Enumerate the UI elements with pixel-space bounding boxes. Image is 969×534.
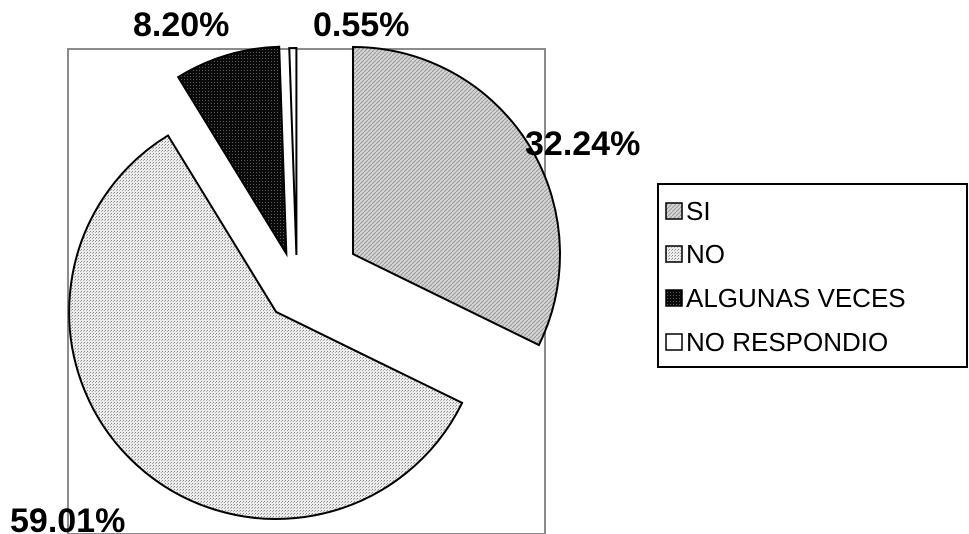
legend-label-no: NO xyxy=(686,239,725,269)
legend-swatch-no xyxy=(666,246,682,262)
slice-no-respondio xyxy=(289,48,296,255)
slice-si xyxy=(353,47,560,345)
pie-slices xyxy=(69,47,560,519)
label-slice-si: 32.24% xyxy=(525,125,640,163)
label-slice-no-respondio: 0.55% xyxy=(313,6,409,44)
legend-label-no-respondio: NO RESPONDIO xyxy=(686,327,888,357)
legend-swatch-no-respondio xyxy=(666,334,682,350)
label-slice-no: 59.01% xyxy=(10,502,125,534)
legend: SI NO ALGUNAS VECES NO RESPONDIO xyxy=(658,184,967,367)
label-slice-algunas-veces: 8.20% xyxy=(133,6,229,44)
legend-label-si: SI xyxy=(686,196,711,226)
legend-swatch-algunas-veces xyxy=(666,290,682,306)
legend-label-algunas-veces: ALGUNAS VECES xyxy=(686,283,906,313)
legend-swatch-si xyxy=(666,203,682,219)
